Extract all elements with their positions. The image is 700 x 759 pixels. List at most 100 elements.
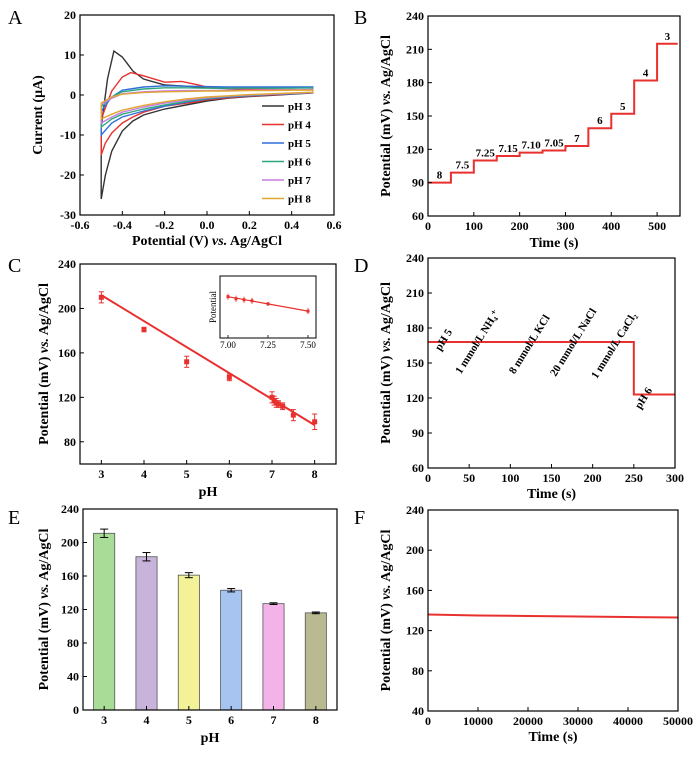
axis-b-xtick-label: 200: [511, 219, 529, 233]
data-point: [280, 403, 286, 409]
axis-e-xtick-label: 8: [313, 713, 319, 727]
x-axis-title-d: Time (s): [527, 487, 576, 502]
axis-d-ytick-label: 180: [406, 321, 424, 335]
y-axis-title-d: Potential (mV) vs. Ag/AgCl: [379, 282, 394, 444]
axis-b-xtick-label: 500: [648, 219, 666, 233]
axis-f-ytick-label: 160: [406, 583, 424, 597]
axis-f-ytick-label: 80: [412, 664, 424, 678]
axis-c-xtick-label: 7: [269, 467, 275, 481]
axis-c-ytick-label: 200: [58, 301, 76, 315]
bar-ph-4: [135, 556, 158, 711]
axis-c-xtick-label: 8: [312, 467, 318, 481]
axis-d-xtick-label: 250: [625, 471, 643, 485]
panel-letter: B: [354, 7, 367, 29]
axis-a-ytick-label: 0: [70, 88, 76, 102]
legend-entry: pH 4: [288, 120, 311, 132]
axis-b-xtick-label: 400: [602, 219, 620, 233]
axis-e-ytick-label: 240: [61, 502, 79, 516]
x-axis-title-a-part: Potential (V): [132, 234, 212, 249]
axis-f-xtick-label: 10000: [463, 714, 493, 728]
inset-point: [306, 309, 310, 313]
inset-point: [266, 302, 270, 306]
axis-d-xtick-label: 100: [501, 471, 519, 485]
axis-b-ytick-label: 120: [406, 142, 424, 156]
y-axis-title-c-part: Potential (mV): [37, 353, 52, 445]
axis-b-ytick-label: 60: [412, 209, 424, 223]
bar-ph-6: [220, 589, 243, 711]
axis-a-xtick-label: -0.6: [71, 218, 90, 232]
data-point: [312, 419, 318, 425]
bar-ph-3: [93, 532, 116, 711]
step-label: 7.25: [476, 147, 496, 159]
y-axis-title-b-part: vs.: [379, 90, 394, 105]
axis-f-xtick-label: 30000: [563, 714, 593, 728]
data-point: [98, 294, 104, 300]
axis-e-ytick-label: 80: [67, 636, 79, 650]
axis-e-xtick-label: 6: [228, 713, 234, 727]
step-label: 3: [665, 31, 671, 43]
x-axis-title-a: Potential (V) vs. Ag/AgCl: [132, 234, 282, 249]
axis-e-ytick-label: 160: [61, 569, 79, 583]
axis-b-ytick-label: 180: [406, 76, 424, 90]
axis-e-xtick-label: 7: [271, 713, 277, 727]
x-axis-title-e: pH: [201, 731, 220, 746]
x-axis-title-b: Time (s): [529, 236, 578, 251]
step-label: 7: [574, 133, 580, 145]
interferent-label: 1 mmol/L CaCl₂: [589, 310, 640, 381]
step-label: 7.15: [499, 143, 519, 155]
step-label: 7.5: [455, 160, 469, 172]
panel-a: A -0.6 -0.4 -0.2 0.0 0.2 0.4 0.6 -30 -20 -10 0 10 20 P…: [8, 7, 342, 249]
panel-b: B 8 7.5 7.25 7.15 7.10 7.05 7 6 5 4 3 0 100 200 300 400 5…: [354, 7, 681, 251]
axis-d-xtick-label: 150: [543, 471, 561, 485]
axis-b-xtick-label: 300: [556, 219, 574, 233]
legend-entry: pH 6: [288, 157, 311, 169]
legend-entry: pH 5: [288, 138, 311, 150]
inset-point: [234, 297, 238, 301]
panel-letter: D: [354, 255, 368, 277]
panel-letter: F: [354, 507, 365, 529]
axis-d-ytick-label: 120: [406, 391, 424, 405]
step-label: 8: [437, 170, 443, 182]
axis-c-xtick-label: 3: [98, 467, 104, 481]
data-point: [226, 374, 232, 380]
x-axis-title-a-part: Ag/AgCl: [227, 234, 282, 249]
y-axis-title-e: Potential (mV) vs. Ag/AgCl: [37, 529, 52, 691]
axis-a-xtick-label: -0.4: [113, 218, 132, 232]
axis-d-ytick-label: 210: [406, 286, 424, 300]
axis-f-xtick-label: 50000: [663, 714, 693, 728]
axis-a-ytick-label: -20: [60, 168, 76, 182]
data-point: [290, 412, 296, 418]
panel-f: F 0 10000 20000 30000 40000 50000 40 80 120 160 200…: [354, 503, 693, 745]
y-axis-title-e-part: Ag/AgCl: [37, 529, 52, 584]
y-axis-title-e-part: vs.: [37, 583, 52, 598]
axis-c-ytick-label: 120: [58, 390, 76, 404]
stability-trace: [427, 613, 679, 619]
legend-entry: pH 8: [288, 194, 311, 206]
y-axis-title-c-part: vs.: [37, 338, 52, 353]
panel-letter: A: [8, 7, 23, 29]
axis-a-xtick-label: 0.0: [200, 218, 215, 232]
axis-a-ytick-label: 20: [64, 8, 76, 22]
y-axis-title-d-part: Potential (mV): [379, 352, 394, 444]
legend-entry: pH 7: [288, 175, 311, 187]
plot-f-frame: [427, 509, 679, 712]
y-axis-title-f-part: Potential (mV): [379, 600, 394, 692]
axis-c-ytick-label: 160: [58, 346, 76, 360]
axis-f-ytick-label: 40: [412, 704, 424, 718]
axis-b-xtick-label: 0: [425, 219, 431, 233]
axis-b-ytick-label: 150: [406, 109, 424, 123]
inset-point: [226, 295, 230, 299]
axis-e-xtick-label: 5: [186, 713, 192, 727]
axis-d-xtick-label: 300: [666, 471, 684, 485]
bar-ph-7: [262, 603, 285, 711]
axis-d-xtick-label: 200: [584, 471, 602, 485]
axis-f-xtick-label: 40000: [613, 714, 643, 728]
y-axis-title-a: Current (μA): [31, 75, 46, 155]
inset-xtick-label: 7.25: [260, 340, 276, 350]
legend-entry: pH 3: [288, 101, 311, 113]
step-label: 7.05: [544, 137, 564, 149]
axis-a-xtick-label: 0.2: [242, 218, 257, 232]
axis-f-xtick-label: 0: [425, 714, 431, 728]
